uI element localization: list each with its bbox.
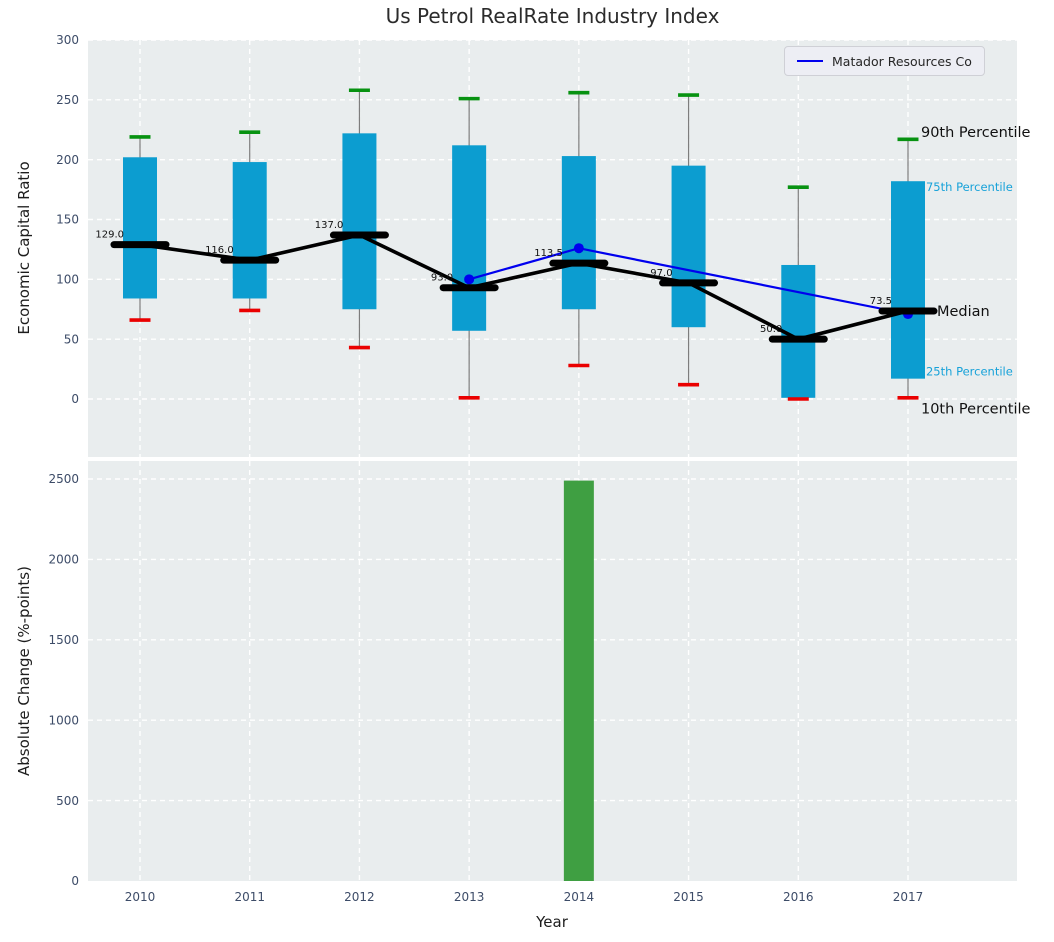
legend: Matador Resources Co [784,46,985,76]
y-tick-label: 250 [56,93,79,107]
median-value-label: 93.0 [431,273,453,284]
legend-line-icon [797,60,823,62]
median-value-label: 137.0 [315,220,344,231]
y-axis-label-top: Economic Capital Ratio [15,161,33,335]
x-tick-label: 2012 [344,890,375,904]
matador-point [573,243,584,254]
y-tick-label: 150 [56,213,79,227]
percentile-annotation: 10th Percentile [921,402,1031,418]
median-value-label: 113.5 [534,248,563,259]
median-value-label: 116.0 [205,245,234,256]
chart-title: Us Petrol RealRate Industry Index [385,4,720,28]
x-tick-label: 2016 [783,890,814,904]
y-tick-label: 0 [71,392,79,406]
percentile-annotation: 25th Percentile [926,365,1013,379]
y-tick-label: 100 [56,273,79,287]
iqr-box [123,157,157,299]
x-tick-label: 2017 [893,890,924,904]
y-axis-label-bottom: Absolute Change (%-points) [15,566,33,776]
iqr-box [561,156,596,310]
x-axis-label: Year [536,913,568,931]
y-tick-label: 50 [64,332,79,346]
top-plot-area: 0 50 100 150 200 250 300 129.0 116.0 137.0 93.0 113… [56,33,1031,457]
iqr-box [232,162,267,299]
x-tick-label: 2010 [125,890,156,904]
y-tick-label: 500 [56,794,79,808]
median-value-label: 97.0 [650,268,672,279]
y-tick-label: 300 [56,33,79,47]
bottom-plot-area: 0 500 1000 1500 2000 2500 2010 2011 2012 2013 2014… [48,461,1017,904]
y-tick-label: 2500 [48,472,79,486]
box-chart-svg: 0 50 100 150 200 250 300 129.0 116.0 137.0 93.0 113… [56,33,1031,457]
iqr-box [671,165,706,328]
y-tick-label: 2000 [48,553,79,567]
bar-chart-svg: 0 500 1000 1500 2000 2500 2010 2011 2012 2013 2014… [48,461,1017,904]
iqr-box [890,181,925,379]
percentile-annotation: Median [937,304,990,320]
x-tick-label: 2011 [234,890,265,904]
percentile-annotation: 90th Percentile [921,125,1031,141]
y-tick-label: 1000 [48,713,79,727]
y-tick-label: 1500 [48,633,79,647]
y-tick-label: 200 [56,153,79,167]
median-trend-line [139,233,909,342]
x-tick-label: 2014 [564,890,595,904]
legend-label: Matador Resources Co [832,53,972,69]
median-value-label: 50.0 [760,324,782,335]
iqr-box [452,145,487,331]
median-value-label: 129.0 [95,230,124,241]
percentile-annotation: 75th Percentile [926,180,1013,194]
change-bar [563,480,594,881]
x-tick-label: 2015 [673,890,704,904]
median-value-label: 73.5 [870,296,892,307]
y-tick-label: 0 [71,874,79,888]
matador-point [464,274,475,285]
iqr-box [342,133,377,310]
x-tick-label: 2013 [454,890,485,904]
